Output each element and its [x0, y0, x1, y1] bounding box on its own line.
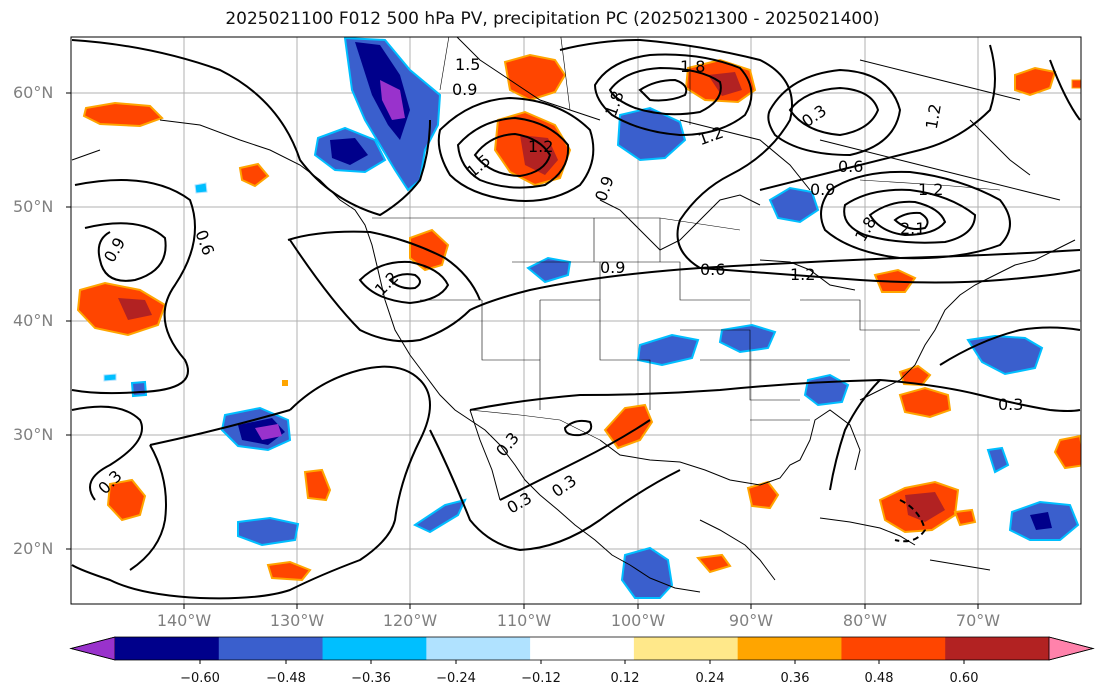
- lon-label-90w: 90°W: [728, 611, 774, 630]
- political-borders: [372, 37, 1001, 441]
- contour-label: 1.5: [463, 151, 495, 182]
- contour-label: 0.3: [504, 488, 536, 517]
- colorbar-outline: [69, 636, 1095, 661]
- colorbar-tick-label: −0.36: [351, 671, 391, 686]
- lon-label-70w: 70°W: [955, 611, 1001, 630]
- contour-label: 0.3: [548, 471, 580, 501]
- pv-contours: [71, 38, 1081, 600]
- contour-label: 0.9: [591, 173, 618, 203]
- lon-label-80w: 80°W: [842, 611, 888, 630]
- colorbar-segment: [841, 637, 946, 660]
- contour-label: 0.9: [452, 80, 477, 99]
- colorbar-tick-label: −0.12: [521, 671, 561, 686]
- contour-label: 0.6: [700, 260, 725, 279]
- contour-label: 1.5: [455, 55, 480, 74]
- colorbar-tick-label: 0.60: [949, 671, 979, 686]
- contour-label: 0.6: [838, 157, 863, 176]
- colorbar-tick-label: 0.48: [864, 671, 894, 686]
- colorbar-segment: [218, 637, 324, 660]
- colorbar-tick-label: 0.12: [610, 671, 640, 686]
- colorbar-segment: [322, 637, 427, 660]
- lat-label-30n: 30°N: [13, 425, 54, 444]
- contour-label: 1.2: [695, 123, 725, 150]
- colorbar-segment: [426, 637, 531, 660]
- colorbar-tick-label: 0.36: [780, 671, 810, 686]
- contour-label: 0.3: [798, 101, 830, 131]
- lon-label-140w: 140°W: [156, 611, 212, 630]
- contour-label: 1.2: [918, 180, 943, 199]
- colorbar-tick-label: 0.24: [695, 671, 725, 686]
- lon-label-130w: 130°W: [269, 611, 325, 630]
- contour-label: 0.9: [600, 258, 625, 277]
- colorbar-segment: [945, 637, 1050, 660]
- coastlines: [71, 37, 1076, 593]
- lon-label-120w: 120°W: [382, 611, 438, 630]
- contour-label: 1.8: [680, 57, 705, 76]
- contour-label: 1.8: [851, 213, 880, 245]
- colorbar-tick-label: −0.24: [436, 671, 476, 686]
- colorbar-segment: [115, 637, 220, 660]
- contour-label: 0.6: [192, 227, 219, 257]
- contour-label: 0.3: [492, 429, 523, 461]
- lat-label-40n: 40°N: [13, 311, 54, 330]
- negative-anomaly-shading: [103, 37, 1080, 599]
- colorbar: [69, 636, 1095, 661]
- contour-label: 1.2: [922, 102, 945, 130]
- positive-anomaly-shading: [76, 53, 1081, 582]
- lon-label-110w: 110°W: [496, 611, 552, 630]
- axis-ticks: [66, 92, 979, 609]
- dashed-contour: [894, 499, 927, 543]
- colorbar-segment: [530, 637, 635, 660]
- contour-label: 0.9: [100, 234, 129, 266]
- colorbar-tick-label: −0.48: [266, 671, 306, 686]
- contour-label: 0.3: [998, 395, 1023, 414]
- lon-label-100w: 100°W: [610, 611, 666, 630]
- map-title: 2025021100 F012 500 hPa PV, precipitatio…: [225, 9, 880, 29]
- contour-label: 2.1: [900, 219, 925, 238]
- contour-label: 1.2: [790, 265, 815, 284]
- colorbar-segment: [737, 637, 842, 660]
- colorbar-segment: [633, 637, 739, 660]
- contour-label: 1.2: [528, 137, 553, 156]
- colorbar-extend-high: [1048, 636, 1095, 661]
- lat-label-20n: 20°N: [13, 539, 54, 558]
- colorbar-ticks: [199, 660, 965, 664]
- map-area: 1.5 0.9 1.8 1.2 1.5 1.2 1.8 0.9 1.2 0.3 …: [71, 37, 1081, 604]
- colorbar-tick-label: −0.60: [180, 671, 220, 686]
- lat-label-50n: 50°N: [13, 197, 54, 216]
- lat-label-60n: 60°N: [13, 83, 54, 102]
- contour-label: 0.9: [810, 180, 835, 199]
- colorbar-extend-low: [69, 636, 116, 661]
